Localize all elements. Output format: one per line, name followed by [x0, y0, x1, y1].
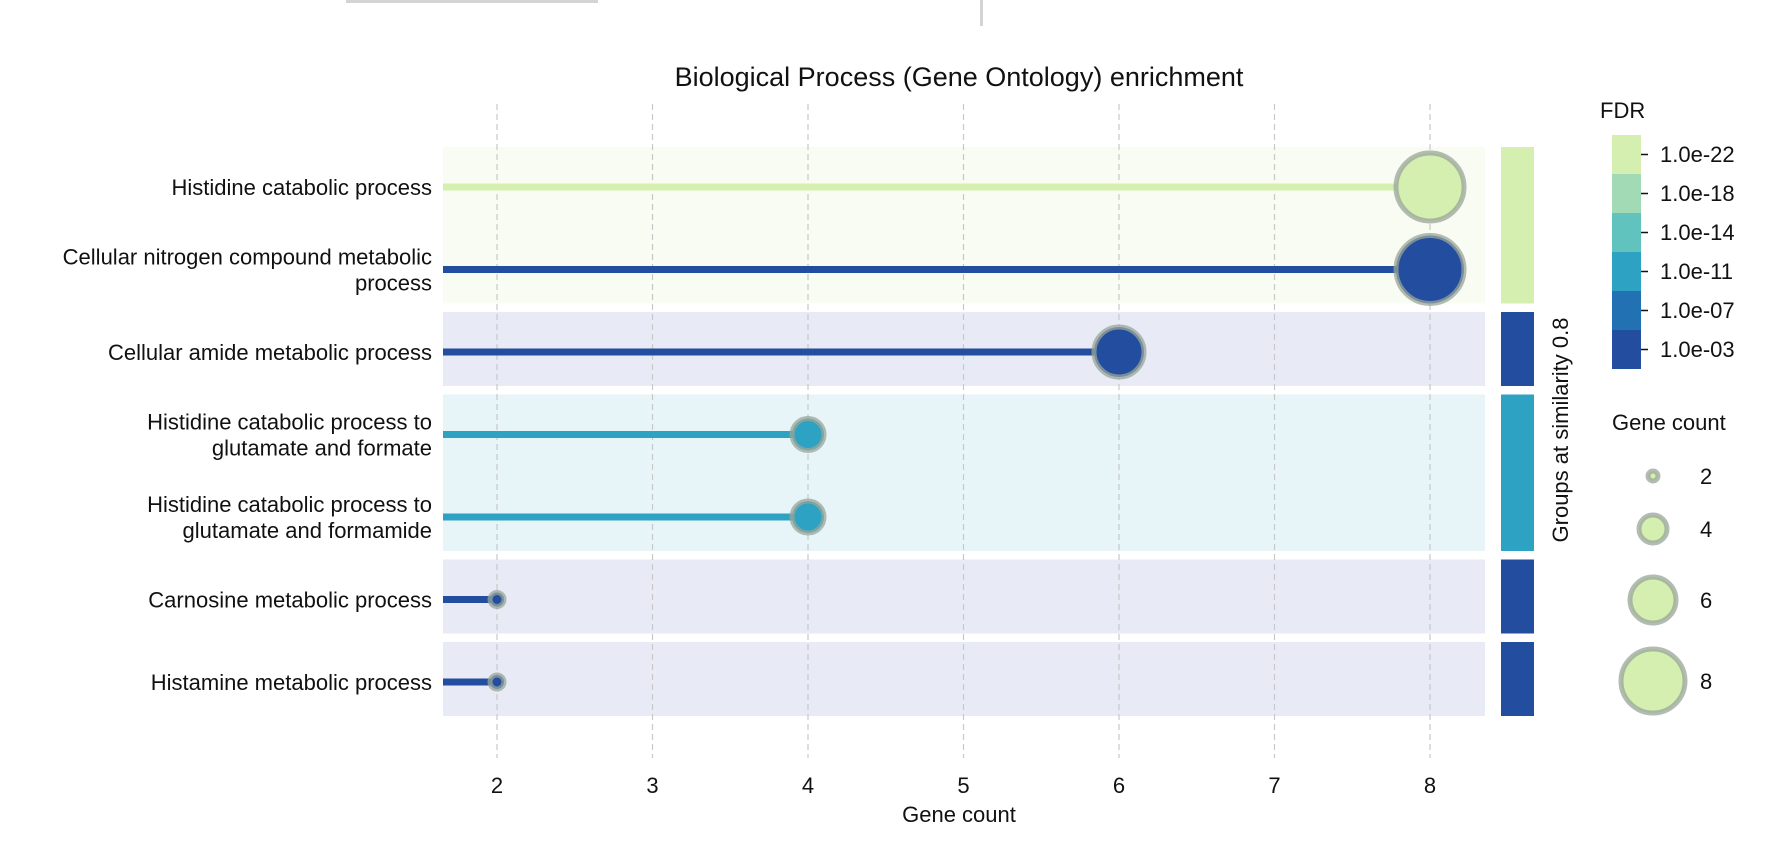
group-similarity-label: Groups at similarity 0.8: [1548, 318, 1573, 543]
fdr-legend-swatch: [1612, 174, 1641, 213]
term-label: glutamate and formamide: [183, 518, 432, 543]
term-point: [1393, 150, 1467, 224]
x-axis-ticks: 2 3 4 5 6 7 8: [491, 773, 1436, 798]
size-legend-circle: [1645, 468, 1661, 484]
size-legend-title: Gene count: [1612, 410, 1726, 435]
fdr-legend-label: 1.0e-18: [1660, 181, 1735, 206]
fdr-legend: FDR 1.0e-22 1.0e-18 1.0e-14 1.0e-11 1.0e-07 1.…: [1600, 98, 1735, 369]
size-legend-label: 4: [1700, 517, 1712, 542]
x-tick-label: 4: [802, 773, 814, 798]
chart-title: Biological Process (Gene Ontology) enric…: [675, 62, 1244, 92]
group-color-bar: [1501, 147, 1534, 716]
size-legend-circle: [1618, 646, 1688, 716]
term-label: Cellular nitrogen compound metabolic: [63, 245, 432, 270]
fdr-legend-label: 1.0e-11: [1660, 259, 1733, 284]
term-label: Histamine metabolic process: [151, 670, 432, 695]
fdr-legend-swatch: [1612, 213, 1641, 252]
term-point: [789, 416, 827, 453]
gene-count-legend: Gene count 2 4 6 8: [1612, 410, 1726, 716]
size-legend-label: 8: [1700, 669, 1712, 694]
fdr-legend-swatch: [1612, 135, 1641, 174]
x-tick-label: 7: [1268, 773, 1280, 798]
fdr-legend-title: FDR: [1600, 98, 1645, 123]
fdr-legend-label: 1.0e-07: [1660, 298, 1735, 323]
group-bar-segment: [1501, 642, 1534, 716]
size-legend-label: 6: [1700, 588, 1712, 613]
top-tab-strip: [346, 0, 598, 3]
term-point: [1091, 324, 1147, 380]
term-point: [487, 672, 507, 692]
fdr-legend-swatch: [1612, 330, 1641, 369]
lollipop-marks: [443, 150, 1467, 692]
grid-lines: [496, 104, 1431, 758]
term-point: [487, 590, 507, 609]
term-label: Carnosine metabolic process: [148, 588, 432, 613]
term-label: glutamate and formate: [212, 436, 432, 461]
fdr-legend-swatch: [1612, 252, 1641, 291]
term-label: Histidine catabolic process to: [147, 410, 432, 435]
term-label: Cellular amide metabolic process: [108, 340, 432, 365]
size-legend-circle: [1636, 512, 1670, 546]
size-legend-circle: [1627, 574, 1679, 626]
size-legend-label: 2: [1700, 464, 1712, 489]
x-tick-label: 8: [1424, 773, 1436, 798]
top-divider: [980, 0, 983, 26]
group-bar-segment: [1501, 147, 1534, 304]
fdr-legend-swatch: [1612, 291, 1641, 330]
term-label: process: [355, 271, 432, 296]
group-bar-segment: [1501, 559, 1534, 634]
term-label: Histidine catabolic process to: [147, 492, 432, 517]
x-axis-label: Gene count: [902, 802, 1016, 827]
group-bar-segment: [1501, 312, 1534, 386]
x-tick-label: 6: [1113, 773, 1125, 798]
term-point: [1393, 233, 1467, 306]
group-bar-segment: [1501, 394, 1534, 551]
fdr-legend-label: 1.0e-14: [1660, 220, 1735, 245]
term-labels: Histidine catabolic process Cellular nitr…: [63, 175, 432, 695]
x-tick-label: 5: [957, 773, 969, 798]
fdr-legend-label: 1.0e-03: [1660, 337, 1735, 362]
fdr-legend-label: 1.0e-22: [1660, 142, 1735, 167]
term-label: Histidine catabolic process: [172, 175, 432, 200]
x-tick-label: 3: [646, 773, 658, 798]
x-tick-label: 2: [491, 773, 503, 798]
term-point: [789, 498, 827, 536]
